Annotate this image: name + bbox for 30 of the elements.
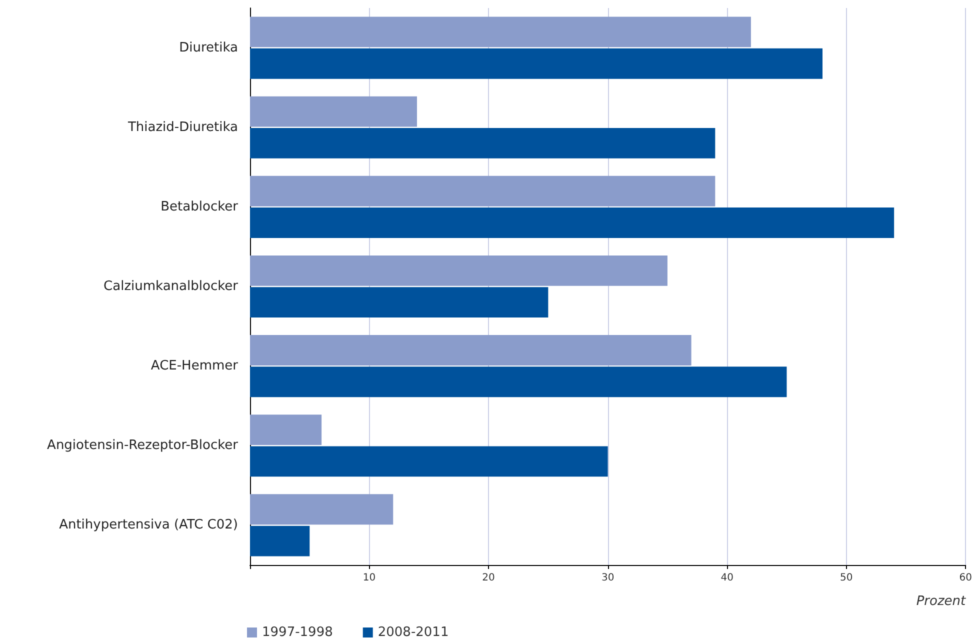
y-tick-label: Calziumkanalblocker bbox=[104, 279, 239, 294]
bar bbox=[250, 255, 668, 286]
bar bbox=[250, 446, 608, 477]
bar bbox=[250, 287, 548, 318]
bar bbox=[250, 526, 310, 556]
x-tick-label: 60 bbox=[959, 572, 972, 584]
bar bbox=[250, 128, 716, 158]
bar bbox=[250, 96, 417, 127]
x-tick-label: 20 bbox=[482, 572, 495, 584]
legend-label: 1997-1998 bbox=[262, 625, 333, 640]
y-tick-label: Betablocker bbox=[160, 199, 239, 214]
bar bbox=[250, 48, 823, 79]
x-tick-label: 30 bbox=[601, 572, 614, 584]
bar bbox=[250, 16, 751, 48]
y-tick-label: Angiotensin-Rezeptor-Blocker bbox=[47, 438, 239, 454]
x-axis-title: Prozent bbox=[916, 594, 967, 609]
x-tick-label: 10 bbox=[362, 572, 376, 584]
legend-label: 2008-2011 bbox=[378, 625, 449, 640]
x-tick-label: 50 bbox=[840, 572, 853, 584]
x-tick-label: 40 bbox=[720, 572, 734, 584]
bar bbox=[250, 414, 322, 446]
y-tick-label: Thiazid-Diuretika bbox=[126, 120, 238, 135]
bar bbox=[250, 494, 394, 525]
y-tick-label: Diuretika bbox=[179, 40, 238, 56]
bar bbox=[250, 366, 787, 398]
y-tick-label: ACE-Hemmer bbox=[150, 358, 239, 374]
bar bbox=[250, 208, 894, 238]
bar bbox=[250, 335, 692, 366]
y-tick-label: Antihypertensiva (ATC C02) bbox=[59, 518, 238, 533]
bar bbox=[250, 176, 716, 206]
